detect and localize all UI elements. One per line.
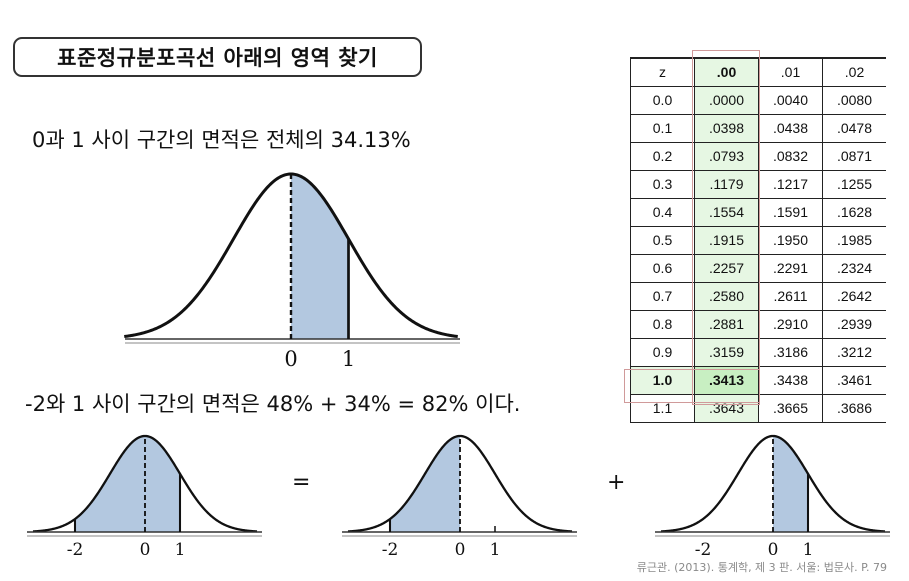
- z-table-cell: 0.1: [630, 113, 695, 143]
- z-table-header-cell: .02: [822, 57, 886, 87]
- z-table-cell: .0000: [694, 85, 759, 115]
- tick-label: 0: [140, 540, 151, 560]
- normal-curve-total: -2 0 1: [27, 434, 262, 560]
- tick-label: -2: [67, 540, 84, 560]
- z-table-cell: 0.2: [630, 141, 695, 171]
- z-table-cell: .0040: [758, 85, 823, 115]
- z-table-cell: 0.4: [630, 197, 695, 227]
- z-table-header-cell: z: [630, 57, 695, 87]
- tick-label: 1: [175, 540, 186, 560]
- shaded-area: [75, 436, 180, 532]
- z-table-cell: .1255: [822, 169, 886, 199]
- z-table-cell: .3461: [822, 365, 886, 395]
- z-table-cell: .3438: [758, 365, 823, 395]
- plus-sign: +: [607, 470, 626, 495]
- statement-area-0-to-1: 0과 1 사이 구간의 면적은 전체의 34.13%: [32, 128, 411, 152]
- z-table-cell: .2939: [822, 309, 886, 339]
- shaded-area: [390, 436, 460, 532]
- z-table-cell: 0.0: [630, 85, 695, 115]
- tick-label: 0: [768, 540, 779, 560]
- z-table-row: 0.2.0793.0832.0871: [630, 141, 886, 171]
- z-table-cell: .1628: [822, 197, 886, 227]
- z-table-cell: 0.6: [630, 253, 695, 283]
- z-table-cell: .1950: [758, 225, 823, 255]
- z-table-row: 1.0.3413.3438.3461: [630, 365, 886, 395]
- normal-curve-left-half: -2 0 1: [342, 434, 577, 560]
- shaded-area: [291, 174, 349, 339]
- z-table-row: 0.6.2257.2291.2324: [630, 253, 886, 283]
- z-table-cell: .2611: [758, 281, 823, 311]
- z-table-cell: .0478: [822, 113, 886, 143]
- z-table-cell: .0438: [758, 113, 823, 143]
- z-table-cell: .0398: [694, 113, 759, 143]
- z-table-cell: .1179: [694, 169, 759, 199]
- page-title: 표준정규분포곡선 아래의 영역 찾기: [13, 37, 422, 77]
- z-table-row: 1.1.3643.3665.3686: [630, 393, 886, 423]
- z-table-cell: 0.3: [630, 169, 695, 199]
- tick-label: 0: [284, 347, 297, 371]
- z-table-cell: .1985: [822, 225, 886, 255]
- z-table-row: 0.5.1915.1950.1985: [630, 225, 886, 255]
- z-table-header-cell: .00: [694, 57, 759, 87]
- z-table-row: 0.1.0398.0438.0478: [630, 113, 886, 143]
- z-table-cell: 0.7: [630, 281, 695, 311]
- bell-curve: [347, 434, 573, 533]
- z-table-row: 0.8.2881.2910.2939: [630, 309, 886, 339]
- z-table-cell: .2580: [694, 281, 759, 311]
- z-table-cell: .3413: [694, 365, 759, 395]
- z-table-cell: 1.1: [630, 393, 695, 423]
- z-table-cell: .2881: [694, 309, 759, 339]
- z-table-cell: .3686: [822, 393, 886, 423]
- z-table-cell: .3212: [822, 337, 886, 367]
- z-table-cell: 0.5: [630, 225, 695, 255]
- bell-curve: [124, 172, 458, 339]
- z-table-cell: .2910: [758, 309, 823, 339]
- bell-curve: [32, 434, 258, 533]
- z-table-cell: .1915: [694, 225, 759, 255]
- z-table-row: 0.0.0000.0040.0080: [630, 85, 886, 115]
- z-table-cell: .3665: [758, 393, 823, 423]
- z-table-cell: .0832: [758, 141, 823, 171]
- tick-label: -2: [695, 540, 712, 560]
- z-table-cell: .0080: [822, 85, 886, 115]
- z-table-cell: .3643: [694, 393, 759, 423]
- tick-label: 1: [490, 540, 501, 560]
- z-table-cell: .2257: [694, 253, 759, 283]
- z-table-cell: 1.0: [630, 365, 695, 395]
- z-table-cell: .3159: [694, 337, 759, 367]
- tick-label: 0: [455, 540, 466, 560]
- normal-curve-right-part: -2 0 1: [655, 434, 890, 560]
- z-table-header-row: z .00.01.02: [630, 57, 886, 87]
- z-table-cell: .2324: [822, 253, 886, 283]
- z-table-cell: 0.8: [630, 309, 695, 339]
- z-table-header-cell: .01: [758, 57, 823, 87]
- z-table-cell: .2642: [822, 281, 886, 311]
- z-table-cell: .0793: [694, 141, 759, 171]
- z-table-row: 0.4.1554.1591.1628: [630, 197, 886, 227]
- z-table-row: 0.3.1179.1217.1255: [630, 169, 886, 199]
- z-table-cell: 0.9: [630, 337, 695, 367]
- z-table-cell: .0871: [822, 141, 886, 171]
- statement-area-minus2-to-1: -2와 1 사이 구간의 면적은 48% + 34% = 82% 이다.: [25, 392, 521, 416]
- citation: 류근관. (2013). 통계학, 제 3 판. 서울: 법문사. P. 79: [636, 561, 887, 574]
- z-table-cell: .2291: [758, 253, 823, 283]
- z-table-cell: .1554: [694, 197, 759, 227]
- z-table-cell: .1591: [758, 197, 823, 227]
- z-table: z .00.01.02 0.0.0000.0040.0080 0.1.0398.043…: [630, 57, 886, 433]
- tick-label: -2: [382, 540, 399, 560]
- tick-label: 1: [803, 540, 814, 560]
- bell-curve: [660, 434, 886, 533]
- z-table-cell: .1217: [758, 169, 823, 199]
- z-table-row: 0.9.3159.3186.3212: [630, 337, 886, 367]
- shaded-area: [773, 436, 808, 532]
- equals-sign: =: [292, 470, 311, 495]
- z-table-row: 0.7.2580.2611.2642: [630, 281, 886, 311]
- tick-label: 1: [342, 347, 355, 371]
- z-table-cell: .3186: [758, 337, 823, 367]
